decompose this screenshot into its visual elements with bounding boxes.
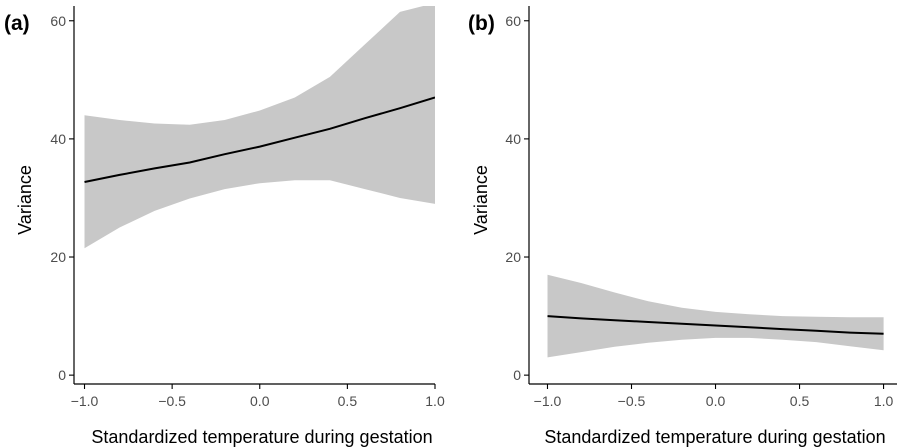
panel-a-x-axis-title: Standardized temperature during gestatio… xyxy=(91,427,432,447)
panel-b-x-tick-label: 0.5 xyxy=(790,393,810,409)
panel-a-plot-area: 0 20 40 60 −1.0 −0.5 0.0 0.5 1.0 xyxy=(50,6,445,409)
panel-b-y-tick-label: 40 xyxy=(505,131,521,147)
panel-b-x-axis-title: Standardized temperature during gestatio… xyxy=(544,427,885,447)
panel-a-y-tick-label: 20 xyxy=(50,249,66,265)
panel-a-y-tick-label: 40 xyxy=(50,131,66,147)
panel-a-confidence-band xyxy=(84,6,435,249)
panel-b-y-axis-title: Variance xyxy=(471,165,491,235)
panel-b-y-tick-label: 60 xyxy=(505,13,521,29)
panel-a-y-axis-title: Variance xyxy=(15,165,35,235)
panel-b-x-tick-label: 1.0 xyxy=(874,393,894,409)
panel-a-x-tick-label: −0.5 xyxy=(158,393,186,409)
panel-b-confidence-band xyxy=(547,274,884,358)
panel-a-fit-line xyxy=(84,96,435,183)
panel-b-x-tick-label: −0.5 xyxy=(618,393,646,409)
panel-a: (a) Variance Standardized temperature du… xyxy=(4,6,445,447)
panel-a-x-tick-label: 0.0 xyxy=(250,393,270,409)
panel-b-y-tick-label: 20 xyxy=(505,249,521,265)
panel-b: (b) Variance Standardized temperature du… xyxy=(468,6,897,447)
panel-a-y-tick-label: 60 xyxy=(50,13,66,29)
panel-b-x-tick-label: 0.0 xyxy=(706,393,726,409)
panel-a-x-tick-label: −1.0 xyxy=(71,393,99,409)
panel-a-x-tick-label: 0.5 xyxy=(338,393,358,409)
panel-a-x-tick-label: 1.0 xyxy=(425,393,445,409)
panel-a-y-tick-label: 0 xyxy=(58,367,66,383)
panel-b-y-tick-label: 0 xyxy=(513,367,521,383)
panel-b-fit-line xyxy=(547,315,884,335)
panel-b-label: (b) xyxy=(468,12,495,35)
panel-b-plot-area: 0 20 40 60 −1.0 −0.5 0.0 0.5 1.0 xyxy=(505,6,897,409)
panel-b-x-tick-label: −1.0 xyxy=(534,393,562,409)
panel-a-label: (a) xyxy=(4,12,30,35)
